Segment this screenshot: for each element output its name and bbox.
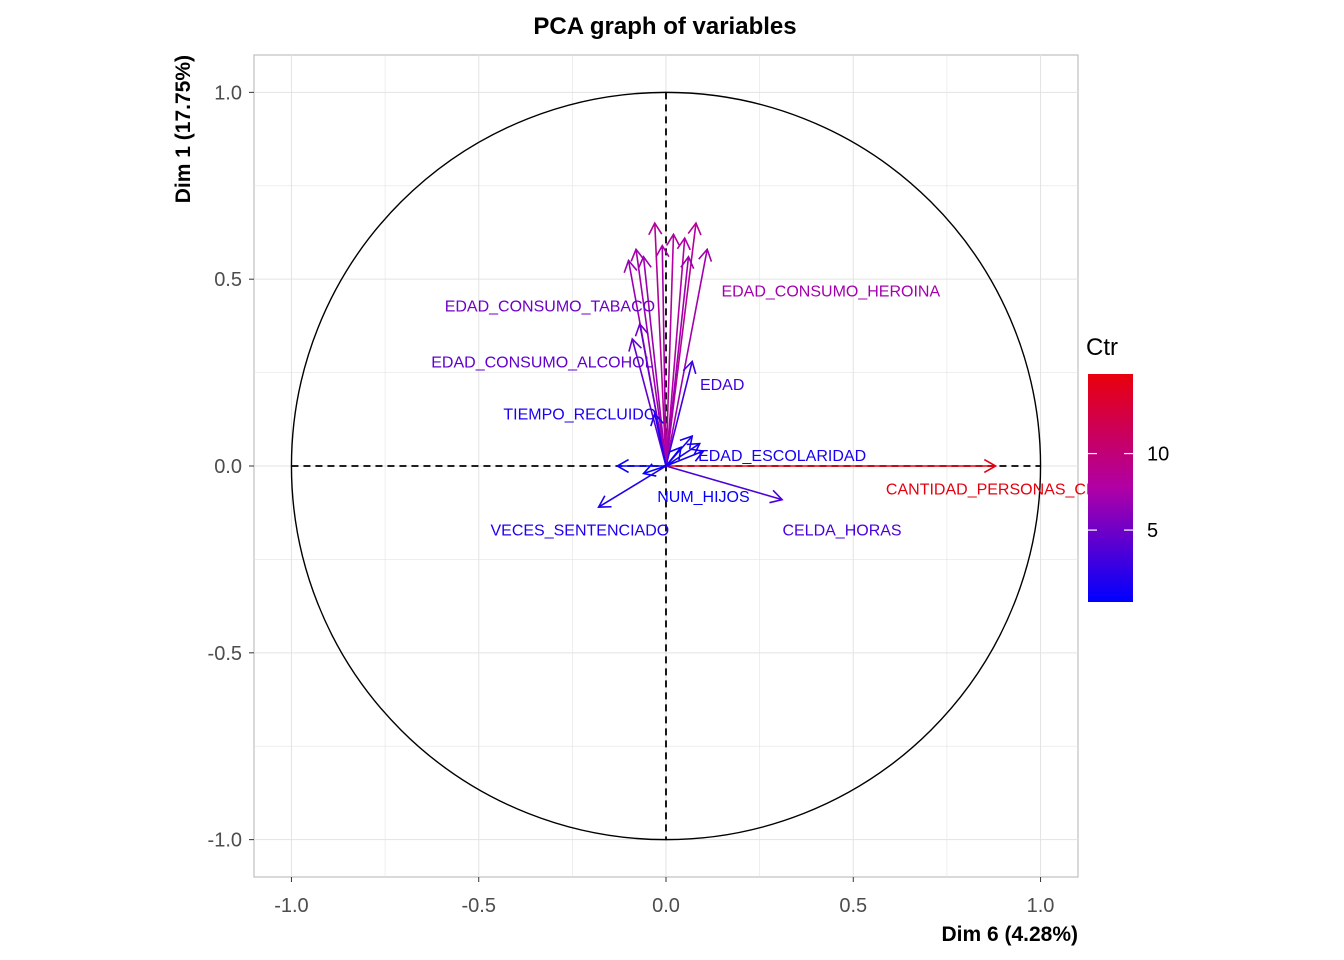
variable-arrow bbox=[628, 337, 667, 467]
arrow-shaft bbox=[635, 249, 667, 467]
legend-colorbar bbox=[1088, 374, 1133, 602]
variable-arrow bbox=[665, 448, 705, 467]
legend-tick-label: 5 bbox=[1147, 520, 1158, 542]
variable-label: CANTIDAD_PERSONAS_CELDA bbox=[886, 481, 1128, 498]
arrow-shaft bbox=[665, 450, 704, 467]
arrow-head bbox=[698, 247, 713, 262]
variable-arrow bbox=[665, 446, 682, 467]
y-tick-label: 1.0 bbox=[214, 82, 242, 104]
arrow-head bbox=[628, 337, 642, 352]
variable-labels: CANTIDAD_PERSONAS_CELDA EDAD_CONSUMO_HERO… bbox=[431, 283, 1128, 539]
arrow-shaft bbox=[665, 256, 690, 467]
legend-ticks: 5 10 bbox=[1088, 444, 1169, 542]
variable-label: EDAD_CONSUMO_TABACO bbox=[445, 298, 655, 315]
variable-label: NUM_HIJOS bbox=[657, 489, 749, 506]
arrow-head bbox=[637, 255, 652, 269]
arrow-head bbox=[650, 412, 665, 427]
arrow-head bbox=[634, 322, 649, 337]
arrow-head bbox=[615, 458, 629, 474]
x-tick-label: 0.5 bbox=[839, 895, 867, 917]
variable-label: EDAD_CONSUMO_ALCOHOL bbox=[431, 354, 653, 371]
variable-arrows bbox=[597, 221, 998, 508]
arrow-head bbox=[668, 446, 682, 461]
variable-arrow bbox=[665, 247, 713, 467]
arrow-shaft bbox=[665, 234, 675, 467]
variable-label: CELDA_HORAS bbox=[782, 523, 901, 540]
variable-arrow bbox=[637, 255, 667, 467]
y-axis-ticks: -1.0 -0.5 0.0 0.5 1.0 bbox=[208, 82, 254, 852]
arrow-shaft bbox=[643, 465, 667, 475]
legend-tick-label: 10 bbox=[1147, 444, 1169, 466]
arrow-head bbox=[655, 243, 670, 258]
arrow-shaft bbox=[631, 338, 667, 467]
variable-arrow bbox=[630, 247, 667, 467]
arrow-head bbox=[679, 434, 694, 450]
y-tick-label: -1.0 bbox=[208, 830, 242, 852]
arrow-shaft bbox=[665, 361, 693, 467]
variable-arrow bbox=[650, 412, 667, 467]
arrow-shaft bbox=[665, 446, 682, 467]
arrow-head bbox=[680, 255, 695, 269]
variable-label: VECES_SENTENCIADO bbox=[490, 523, 669, 540]
arrow-head bbox=[597, 495, 612, 508]
chart-title: PCA graph of variables bbox=[533, 13, 796, 40]
y-axis-title: Dim 1 (17.75%) bbox=[172, 55, 195, 203]
arrow-head bbox=[983, 458, 998, 474]
variable-arrow bbox=[666, 458, 998, 474]
arrow-head bbox=[690, 448, 705, 462]
variable-arrow bbox=[665, 359, 697, 467]
legend-title: Ctr bbox=[1086, 334, 1118, 361]
arrow-shaft bbox=[665, 238, 686, 467]
arrow-shaft bbox=[642, 256, 667, 467]
y-tick-label: 0.5 bbox=[214, 269, 242, 291]
arrow-shaft bbox=[665, 249, 708, 467]
arrow-head bbox=[682, 359, 697, 375]
arrow-head bbox=[665, 232, 681, 247]
x-tick-label: 1.0 bbox=[1027, 895, 1055, 917]
arrow-shaft bbox=[665, 465, 783, 501]
variable-arrow bbox=[615, 458, 666, 474]
y-tick-label: -0.5 bbox=[208, 643, 242, 665]
arrow-head bbox=[648, 221, 663, 236]
x-tick-label: -0.5 bbox=[461, 895, 495, 917]
y-tick-label: 0.0 bbox=[214, 456, 242, 478]
variable-label: EDAD bbox=[700, 377, 744, 394]
arrow-shaft bbox=[598, 465, 667, 508]
variable-label: EDAD_CONSUMO_HEROINA bbox=[721, 283, 940, 300]
legend: Ctr 5 10 bbox=[1086, 334, 1169, 602]
variable-arrow bbox=[648, 221, 667, 467]
variable-label: EDAD_ESCOLARIDAD bbox=[698, 448, 866, 465]
variable-arrow bbox=[665, 465, 784, 504]
arrow-shaft bbox=[653, 223, 667, 467]
arrow-head bbox=[623, 258, 638, 274]
arrow-shaft bbox=[653, 413, 667, 467]
x-axis-ticks: -1.0 -0.5 0.0 0.5 1.0 bbox=[274, 877, 1054, 917]
variable-arrow bbox=[655, 243, 670, 467]
arrow-shaft bbox=[665, 442, 701, 467]
arrow-shaft bbox=[661, 245, 667, 467]
variable-arrow bbox=[597, 465, 667, 508]
arrow-head bbox=[687, 221, 702, 236]
variable-arrow bbox=[665, 255, 695, 467]
x-tick-label: -1.0 bbox=[274, 895, 308, 917]
arrow-head bbox=[630, 247, 645, 262]
variable-label: TIEMPO_RECLUIDO bbox=[503, 407, 656, 424]
x-axis-title: Dim 6 (4.28%) bbox=[941, 923, 1078, 946]
x-tick-label: 0.0 bbox=[652, 895, 680, 917]
arrow-head bbox=[769, 489, 784, 504]
variable-arrow bbox=[665, 232, 681, 467]
